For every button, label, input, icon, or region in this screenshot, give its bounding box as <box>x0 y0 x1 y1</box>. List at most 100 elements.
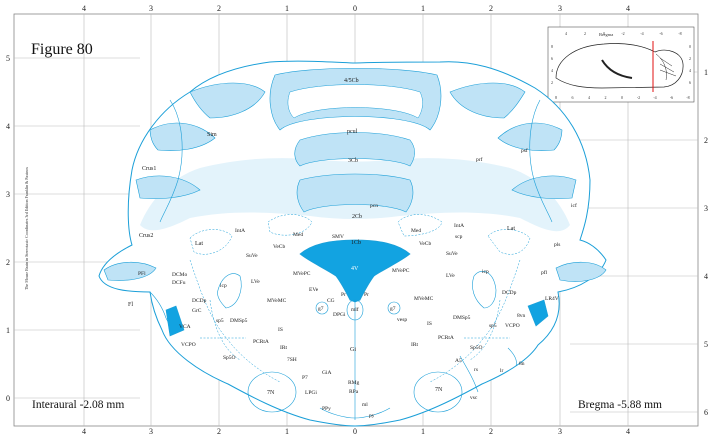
bregma-coordinate: Bregma -5.88 mm <box>578 399 662 411</box>
left-tick-label: 2 <box>6 258 10 267</box>
right-tick-label: 6 <box>704 408 708 417</box>
left-brainstem-boundary <box>189 259 281 383</box>
label-mvemc-left: MVeMC <box>267 298 287 304</box>
label-3cb: 3Cb <box>348 158 358 164</box>
label-pcrta-right: PCRtA <box>438 335 454 341</box>
inset-title: Bregma <box>599 32 613 37</box>
top-axis-ticks: 4 3 2 1 0 1 2 3 4 <box>82 4 630 13</box>
right-tick-label: 1 <box>704 68 708 77</box>
right-lateral-nucleus <box>487 229 531 255</box>
lobule-2-band <box>296 173 414 213</box>
label-dmsp5-left: DMSp5 <box>230 318 248 324</box>
label-pfl-left: PFl <box>138 271 146 277</box>
inset-bottom-tick: -6 <box>670 95 673 100</box>
label-scp: scp <box>455 234 463 240</box>
label-lpgi: LPGi <box>305 390 317 396</box>
lobule-4-5-inner <box>287 84 423 119</box>
top-tick-label: 3 <box>558 4 562 13</box>
right-icp-outline <box>472 270 497 309</box>
label-pcul: pcul <box>347 129 358 135</box>
label-icp-right: icp <box>482 269 489 275</box>
pyramid-outline <box>319 407 391 419</box>
left-tick-label: 5 <box>6 54 10 63</box>
inset-right-tick: 2 <box>689 56 691 61</box>
interaural-coordinate: Interaural -2.08 mm <box>32 399 124 411</box>
right-simple-lobule-band <box>449 82 526 119</box>
inset-top-tick: 0 <box>603 31 605 36</box>
left-flocculus-edge <box>149 291 173 331</box>
right-fissure <box>529 99 553 223</box>
label-cg: CG <box>327 298 335 304</box>
inset-left-tick: 8 <box>551 44 553 49</box>
label-rmg: RMg <box>348 380 360 386</box>
inset-left-tick: 6 <box>551 56 553 61</box>
right-facial-nucleus <box>413 371 463 413</box>
inset-right-tick: 0 <box>689 44 691 49</box>
label-fl: Fl <box>128 302 133 308</box>
figure-title: Figure 80 <box>31 41 93 58</box>
label-py: py <box>369 413 375 419</box>
label-pr-right: Pr <box>364 292 369 298</box>
right-brainstem-boundary <box>429 259 521 383</box>
label-med-right: Med <box>411 228 421 234</box>
right-axis-ticks: 1 2 3 4 5 6 <box>704 68 708 417</box>
top-tick-label: 2 <box>217 4 221 13</box>
label-is-right: IS <box>427 321 432 327</box>
right-genu-facial-nerve <box>387 301 401 315</box>
label-g7-left: g7 <box>318 306 324 312</box>
label-sp5-right: sp5 <box>489 323 497 329</box>
right-tick-label: 5 <box>704 340 708 349</box>
bottom-tick-label: 3 <box>558 427 562 436</box>
label-g7-right: g7 <box>390 306 396 312</box>
label-lve-right: LVe <box>446 273 455 279</box>
left-tick-label: 3 <box>6 190 10 199</box>
label-7sh: 7SH <box>287 357 297 363</box>
sagittal-inset: Bregma 4 2 0 -2 -4 -6 -8 8 6 4 2 0 -2 -4 -6 -8 8 6 4 2 0 2 4 6 <box>547 26 695 103</box>
inset-bottom-tick: 6 <box>572 95 574 100</box>
label-vcpo-right: VCPO <box>505 323 520 329</box>
label-vesp: vesp <box>397 317 407 323</box>
left-lateral-recess <box>165 305 185 337</box>
label-mlf: mlf <box>351 306 359 313</box>
label-pr-left: Pr <box>341 292 346 298</box>
left-simple-lobule-band <box>189 82 266 119</box>
label-prf: prf <box>476 156 483 163</box>
label-grc: GrC <box>192 308 202 314</box>
bottom-tick-label: 1 <box>421 427 425 436</box>
label-ml: ml <box>362 402 368 408</box>
structure-labels: 4/5Cb pcul 3Cb Sim prf psf Crus1 pcn 2Cb… <box>128 78 577 419</box>
label-dcmo: DCMo <box>172 272 188 278</box>
top-tick-label: 4 <box>626 4 630 13</box>
left-fissure <box>159 99 183 223</box>
bottom-tick-label: 4 <box>626 427 630 436</box>
left-trigeminal-boundary <box>209 299 241 361</box>
right-paraflocculus <box>555 261 607 282</box>
label-dcfu: DCFu <box>172 280 186 286</box>
label-lat-left: Lat <box>195 241 203 247</box>
right-vsc-tract <box>459 355 479 393</box>
label-icf: icf <box>571 202 577 209</box>
label-mvepc-left: MVePC <box>293 271 311 277</box>
label-sp5o-left: Sp5O <box>223 355 236 361</box>
label-irt-right: IRt <box>411 342 419 348</box>
bottom-axis-ticks: 4 3 2 1 0 1 2 3 4 <box>82 427 630 436</box>
label-vecb-left: VeCb <box>273 244 285 250</box>
inset-bottom-tick: 2 <box>605 95 607 100</box>
label-vsc: vsc <box>470 395 478 401</box>
label-dcdp-left: DCDp <box>192 298 207 304</box>
inset-brain-outline <box>555 43 684 89</box>
label-suve-left: SuVe <box>246 253 258 259</box>
label-rs: rs <box>474 367 478 373</box>
inset-top-tick: 2 <box>584 31 586 36</box>
label-lr4v: LR4V <box>545 296 559 302</box>
right-tick-label: 4 <box>704 272 708 281</box>
label-a5: A5 <box>455 358 462 364</box>
inset-bottom-tick: 0 <box>621 95 623 100</box>
label-vecb-right: VeCb <box>419 241 431 247</box>
right-crus-band <box>511 175 577 200</box>
label-mvepc-right: MVePC <box>392 268 410 274</box>
bottom-tick-label: 1 <box>285 427 289 436</box>
top-tick-label: 1 <box>421 4 425 13</box>
left-icp-outline <box>217 273 242 309</box>
